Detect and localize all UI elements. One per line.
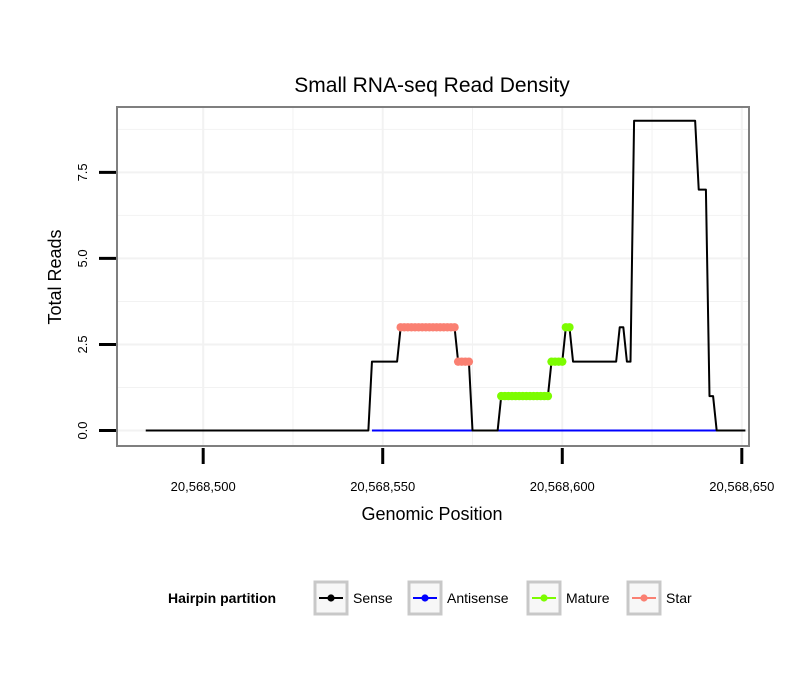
legend-label: Sense [353, 590, 393, 606]
y-tick-label: 2.5 [75, 335, 90, 353]
x-tick-label: 20,568,600 [530, 479, 595, 494]
legend: Hairpin partition Sense Antisense Mature St… [168, 580, 692, 616]
x-tick-label: 20,568,500 [171, 479, 236, 494]
legend-item-antisense: Antisense [407, 580, 509, 616]
legend-item-sense: Sense [313, 580, 393, 616]
legend-label: Mature [566, 590, 610, 606]
legend-title: Hairpin partition [168, 590, 276, 606]
y-tick-label: 7.5 [75, 163, 90, 181]
legend-label: Antisense [447, 590, 509, 606]
x-tick-label: 20,568,650 [709, 479, 774, 494]
y-tick-label: 5.0 [75, 249, 90, 267]
x-tick-label: 20,568,550 [350, 479, 415, 494]
mature-point [565, 323, 574, 332]
y-axis: 0.0 2.5 5.0 7.5 [75, 163, 116, 440]
legend-item-mature: Mature [526, 580, 610, 616]
mature-point [543, 391, 553, 401]
y-tick-label: 0.0 [75, 421, 90, 439]
legend-item-star: Star [626, 580, 692, 616]
legend-key-point [540, 594, 548, 602]
star-point [464, 357, 474, 366]
x-axis-title: Genomic Position [361, 504, 502, 524]
star-point [450, 323, 459, 332]
plot-panel [116, 106, 750, 447]
mature-point [558, 357, 567, 366]
series-layer [145, 119, 746, 432]
grid-lines [118, 108, 748, 445]
legend-label: Star [666, 590, 692, 606]
legend-key-point [640, 594, 648, 602]
x-axis: 20,568,500 20,568,550 20,568,600 20,568,650 [171, 448, 774, 494]
legend-key-point [421, 594, 429, 602]
y-axis-title: Total Reads [45, 229, 65, 324]
chart-title: Small RNA-seq Read Density [294, 74, 570, 97]
legend-key-point [327, 594, 335, 602]
